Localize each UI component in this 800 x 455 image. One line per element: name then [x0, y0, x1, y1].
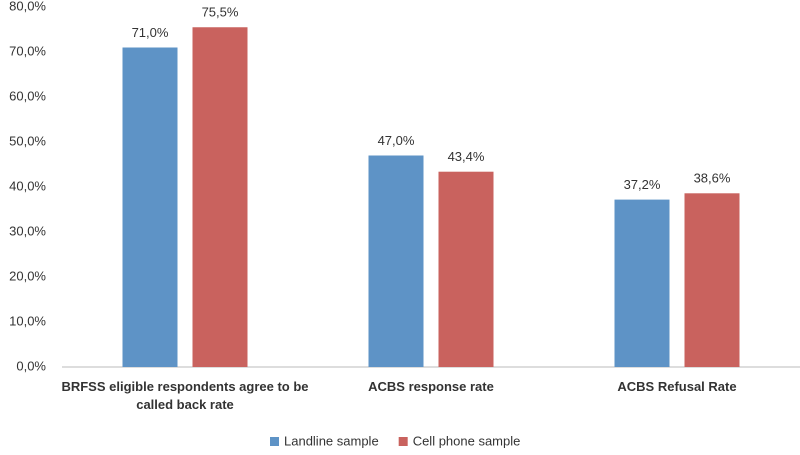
- legend-label: Landline sample: [284, 433, 379, 448]
- legend-swatch: [270, 437, 279, 446]
- y-tick-label: 70,0%: [9, 43, 46, 58]
- value-label: 71,0%: [132, 25, 169, 40]
- y-tick-label: 10,0%: [9, 313, 46, 328]
- y-tick-label: 80,0%: [9, 0, 46, 13]
- bar: [684, 193, 740, 367]
- legend-label: Cell phone sample: [413, 433, 521, 448]
- bar: [192, 27, 248, 367]
- bar: [614, 199, 670, 367]
- x-tick-label: BRFSS eligible respondents agree to be c…: [61, 379, 309, 412]
- bar: [368, 155, 424, 367]
- x-tick-label: ACBS response rate: [368, 379, 494, 394]
- y-tick-label: 0,0%: [16, 358, 46, 373]
- value-label: 38,6%: [694, 171, 731, 186]
- value-label: 47,0%: [378, 133, 415, 148]
- value-label: 43,4%: [448, 149, 485, 164]
- y-tick-label: 50,0%: [9, 133, 46, 148]
- y-tick-label: 20,0%: [9, 268, 46, 283]
- bar: [122, 47, 178, 367]
- value-label: 37,2%: [624, 177, 661, 192]
- legend-swatch: [398, 437, 408, 446]
- bar: [438, 171, 494, 367]
- y-tick-label: 60,0%: [9, 88, 46, 103]
- y-tick-label: 30,0%: [9, 223, 46, 238]
- x-tick-label: ACBS Refusal Rate: [617, 379, 737, 394]
- value-label: 75,5%: [202, 5, 239, 20]
- y-tick-label: 40,0%: [9, 178, 46, 193]
